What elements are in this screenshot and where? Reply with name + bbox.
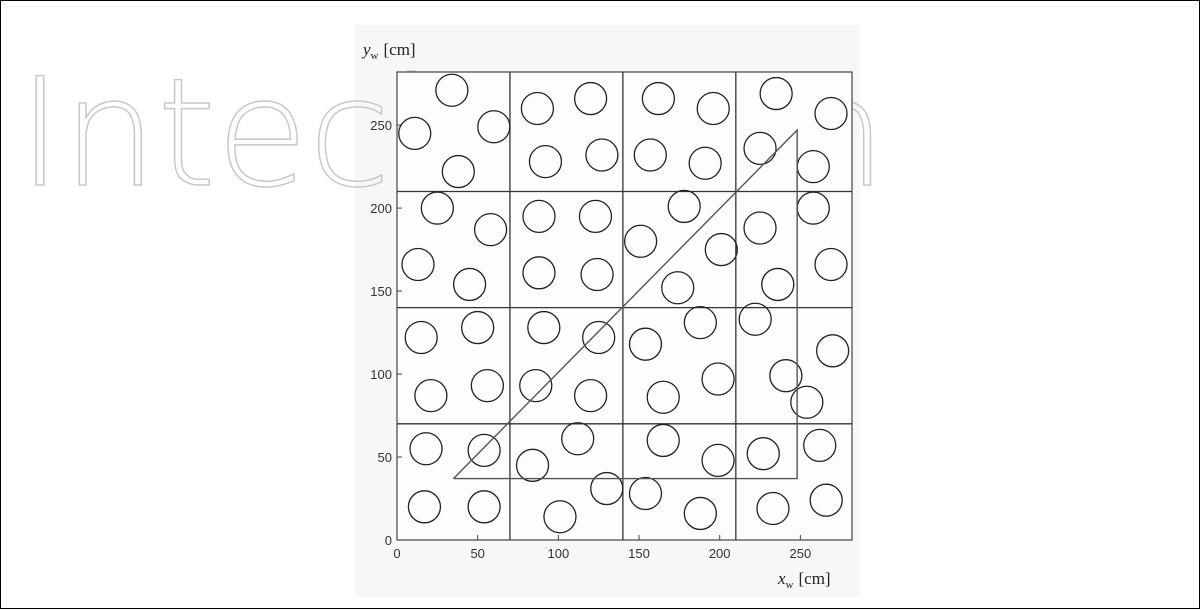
obstacle xyxy=(441,154,475,189)
obstacle xyxy=(815,334,850,368)
obstacle xyxy=(543,500,577,534)
obstacle xyxy=(435,73,469,107)
obstacle xyxy=(704,232,738,267)
y-tick-label: 150 xyxy=(370,284,392,299)
obstacle xyxy=(578,199,613,234)
obstacle xyxy=(580,257,614,292)
x-tick-label: 100 xyxy=(547,546,569,561)
obstacle xyxy=(573,81,608,116)
y-tick-label: 250 xyxy=(370,118,392,133)
obstacle xyxy=(515,448,550,482)
obstacle xyxy=(522,256,556,290)
obstacle xyxy=(522,199,556,234)
obstacle xyxy=(701,443,735,477)
obstacle xyxy=(477,110,511,144)
y-tick-label: 100 xyxy=(370,367,392,382)
y-axis-label-subscript: w xyxy=(371,50,379,62)
obstacle xyxy=(661,271,695,305)
obstacle xyxy=(743,131,777,165)
obstacle xyxy=(743,211,777,245)
obstacle xyxy=(585,138,619,172)
obstacle xyxy=(527,310,561,345)
x-tick-label: 50 xyxy=(470,546,484,561)
obstacle xyxy=(628,327,663,361)
obstacle xyxy=(759,76,793,111)
obstacle xyxy=(633,138,667,172)
obstacle xyxy=(582,320,616,355)
x-axis-label-subscript: w xyxy=(786,579,794,591)
obstacle xyxy=(756,491,790,526)
obstacle xyxy=(769,359,803,393)
obstacle xyxy=(420,191,454,225)
y-tick-label: 200 xyxy=(370,201,392,216)
obstacle xyxy=(407,490,442,524)
obstacle xyxy=(696,91,730,126)
obstacle xyxy=(404,320,438,355)
obstacle xyxy=(701,362,735,396)
x-tick-label: 250 xyxy=(790,546,812,561)
obstacle xyxy=(573,378,608,413)
y-tick-label: 0 xyxy=(385,533,392,548)
x-axis-label: xw [cm] xyxy=(777,569,831,591)
obstacle xyxy=(646,380,680,414)
obstacle xyxy=(414,378,448,413)
obstacle xyxy=(688,146,722,180)
y-axis-label-unit: [cm] xyxy=(384,40,416,59)
y-tick-label: 50 xyxy=(378,450,392,465)
robot-path xyxy=(452,128,798,480)
x-axis-label-unit: [cm] xyxy=(799,569,831,588)
obstacle xyxy=(398,116,432,151)
obstacle xyxy=(738,302,772,336)
obstacle xyxy=(809,483,843,517)
obstacle xyxy=(519,369,553,403)
y-axis-label: yw [cm] xyxy=(361,40,416,62)
x-tick-label: 0 xyxy=(393,546,400,561)
obstacle xyxy=(452,267,487,302)
x-tick-label: 200 xyxy=(709,546,731,561)
obstacle xyxy=(461,310,495,345)
y-axis-label-symbol: y xyxy=(361,40,371,59)
obstacle xyxy=(467,490,501,524)
obstacle xyxy=(761,267,795,302)
obstacle xyxy=(473,213,508,247)
obstacle xyxy=(409,432,443,466)
obstacle xyxy=(520,91,555,126)
obstacle xyxy=(790,385,824,419)
x-axis-label-symbol: x xyxy=(777,569,786,588)
obstacle xyxy=(814,247,848,282)
obstacle xyxy=(641,81,676,116)
obstacle xyxy=(746,437,780,471)
obstacle xyxy=(667,189,701,224)
obstacle xyxy=(683,496,717,531)
obstacle xyxy=(470,369,505,403)
x-tick-label: 150 xyxy=(628,546,650,561)
obstacle xyxy=(803,428,837,463)
obstacle xyxy=(814,96,848,131)
obstacle xyxy=(401,247,435,282)
obstacle xyxy=(683,305,717,340)
obstacle xyxy=(528,144,563,179)
obstacle xyxy=(561,422,595,456)
obstacle xyxy=(590,471,624,506)
obstacle xyxy=(646,423,680,458)
obstacle xyxy=(628,476,663,511)
obstacle xyxy=(623,224,658,258)
obstacle xyxy=(467,433,501,468)
